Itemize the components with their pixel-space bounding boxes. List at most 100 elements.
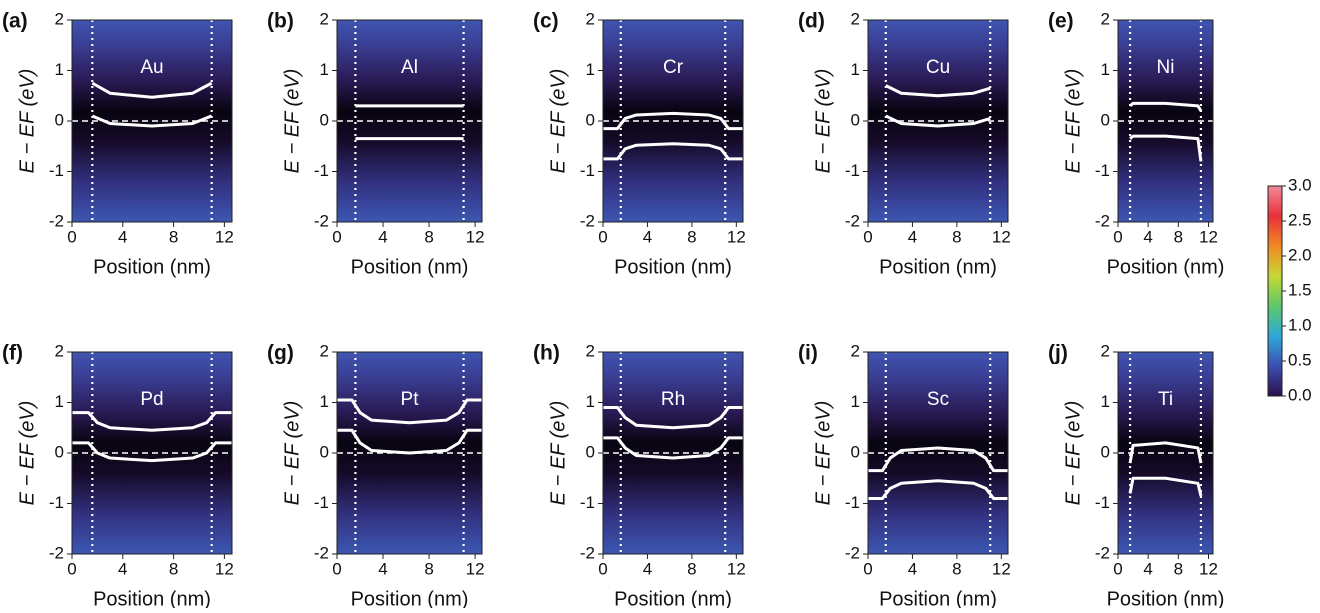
x-axis-label: Position (nm) — [879, 256, 997, 278]
y-tick-label: -2 — [1095, 211, 1110, 230]
band-edge — [885, 84, 991, 98]
x-axis-label: Position (nm) — [614, 256, 732, 278]
y-tick-label: 0 — [55, 442, 64, 461]
y-tick-label: 0 — [320, 442, 329, 461]
y-tick-label: -1 — [1095, 161, 1110, 180]
x-tick-label: 4 — [118, 227, 127, 246]
y-tick-label: 2 — [1101, 341, 1110, 360]
x-axis-label: Position (nm) — [1107, 256, 1225, 278]
y-axis-label: E − EF (eV) — [812, 401, 834, 506]
x-tick-label: 4 — [1143, 559, 1152, 578]
colorbar-tick-label: 0.0 — [1288, 385, 1312, 404]
band-edge — [1129, 134, 1203, 162]
y-tick-label: -2 — [49, 211, 64, 230]
y-tick-label: 1 — [851, 60, 860, 79]
x-axis-label: Position (nm) — [351, 256, 469, 278]
colorbar-tick-label: 1.5 — [1288, 280, 1312, 299]
y-tick-label: -2 — [845, 543, 860, 562]
x-tick-label: 8 — [952, 227, 961, 246]
x-axis-label: Position (nm) — [614, 588, 732, 608]
y-tick-label: 0 — [586, 442, 595, 461]
y-tick-label: -1 — [314, 493, 329, 512]
x-tick-label: 0 — [598, 227, 607, 246]
y-tick-label: 0 — [55, 110, 64, 129]
panel-label: (a) — [2, 10, 28, 33]
y-tick-label: -2 — [845, 211, 860, 230]
y-tick-label: -2 — [314, 543, 329, 562]
x-tick-label: 12 — [1199, 559, 1218, 578]
y-tick-label: -1 — [314, 161, 329, 180]
x-tick-label: 12 — [992, 227, 1011, 246]
band-edge — [603, 406, 743, 430]
band-edge — [72, 411, 232, 432]
x-tick-label: 0 — [863, 227, 872, 246]
x-tick-label: 4 — [378, 227, 387, 246]
panel-title: Ti — [1158, 389, 1173, 410]
panel-label: (c) — [533, 10, 559, 33]
x-tick-label: 0 — [1113, 227, 1122, 246]
y-tick-label: -2 — [1095, 543, 1110, 562]
band-edge — [91, 81, 213, 99]
x-tick-label: 4 — [1143, 227, 1152, 246]
y-tick-label: -1 — [580, 493, 595, 512]
x-tick-label: 12 — [727, 559, 746, 578]
y-tick-label: -1 — [580, 161, 595, 180]
x-axis-label: Position (nm) — [93, 588, 211, 608]
panel-label: (j) — [1048, 342, 1068, 365]
y-tick-label: 1 — [586, 60, 595, 79]
x-axis-label: Position (nm) — [1107, 588, 1225, 608]
y-axis-label: E − EF (eV) — [281, 401, 303, 506]
x-axis-label: Position (nm) — [351, 588, 469, 608]
y-axis-label: E − EF (eV) — [812, 69, 834, 174]
x-tick-label: 12 — [727, 227, 746, 246]
x-tick-label: 12 — [1199, 227, 1218, 246]
y-tick-label: 2 — [586, 9, 595, 28]
band-edge — [603, 142, 743, 161]
y-tick-label: 0 — [320, 110, 329, 129]
band-edge — [337, 428, 482, 455]
x-tick-label: 0 — [1113, 559, 1122, 578]
x-tick-label: 8 — [424, 227, 433, 246]
panel-label: (i) — [798, 342, 818, 365]
y-axis-label: E − EF (eV) — [547, 401, 569, 506]
panel-label: (b) — [267, 10, 294, 33]
y-tick-label: -1 — [845, 493, 860, 512]
x-tick-label: 4 — [378, 559, 387, 578]
x-tick-label: 8 — [1174, 227, 1183, 246]
x-tick-label: 8 — [952, 559, 961, 578]
y-tick-label: 1 — [55, 392, 64, 411]
y-axis-label: E − EF (eV) — [1062, 69, 1084, 174]
x-tick-label: 8 — [1174, 559, 1183, 578]
y-tick-label: 2 — [55, 9, 64, 28]
y-tick-label: 1 — [586, 392, 595, 411]
x-tick-label: 0 — [863, 559, 872, 578]
band-edge — [1128, 476, 1203, 497]
y-tick-label: -1 — [1095, 493, 1110, 512]
x-axis-label: Position (nm) — [879, 588, 997, 608]
x-tick-label: 0 — [67, 227, 76, 246]
y-tick-label: -2 — [580, 211, 595, 230]
y-axis-label: E − EF (eV) — [281, 69, 303, 174]
panel-title: Al — [401, 57, 418, 78]
y-tick-label: 2 — [851, 341, 860, 360]
y-axis-label: E − EF (eV) — [16, 401, 38, 506]
x-tick-label: 0 — [67, 559, 76, 578]
band-edge — [1129, 101, 1203, 112]
panel-title: Pt — [401, 389, 420, 410]
x-tick-label: 8 — [169, 227, 178, 246]
y-tick-label: 2 — [1101, 9, 1110, 28]
y-tick-label: 1 — [851, 392, 860, 411]
x-tick-label: 4 — [908, 559, 917, 578]
x-tick-label: 4 — [118, 559, 127, 578]
panel-label: (h) — [533, 342, 560, 365]
x-tick-label: 0 — [332, 559, 341, 578]
panel-label: (g) — [267, 342, 294, 365]
band-edge — [603, 111, 743, 131]
x-tick-label: 12 — [992, 559, 1011, 578]
panel-title: Au — [140, 57, 163, 78]
x-tick-label: 12 — [466, 227, 485, 246]
band-edge — [337, 398, 482, 425]
colorbar-tick-label: 2.0 — [1288, 245, 1312, 264]
y-tick-label: -1 — [49, 493, 64, 512]
